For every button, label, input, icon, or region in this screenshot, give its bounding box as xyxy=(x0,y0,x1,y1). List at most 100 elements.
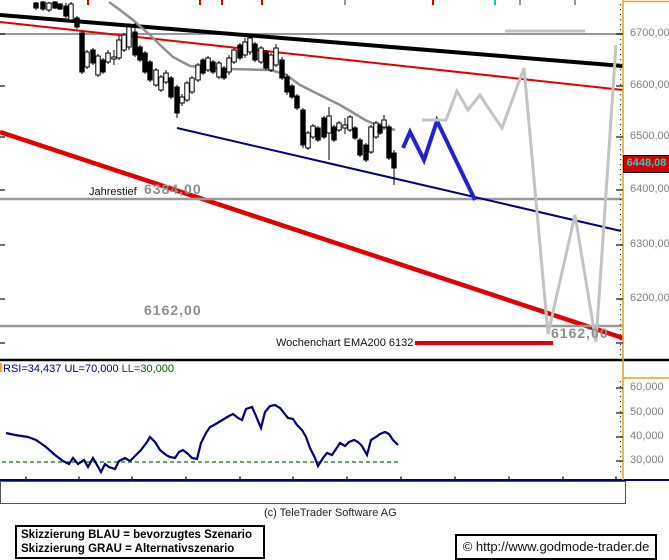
candle-body xyxy=(231,49,237,63)
candle-body xyxy=(100,59,106,73)
candle-body xyxy=(46,2,52,11)
candle-body xyxy=(79,32,85,73)
candle-body xyxy=(342,124,348,129)
candle-body xyxy=(247,37,253,53)
price-axis-label: 6500,00 xyxy=(630,130,669,142)
candle-body xyxy=(142,52,148,73)
level-6162-label: 6162,00 xyxy=(144,302,202,318)
candle-body xyxy=(40,1,46,10)
candle-body xyxy=(74,17,80,28)
candle-body xyxy=(33,2,39,9)
candle-body xyxy=(184,82,190,101)
candle-body xyxy=(111,56,117,60)
candle-body xyxy=(284,76,290,93)
candle-body xyxy=(158,76,164,91)
rsi-axis-label: 60,000 xyxy=(630,381,664,393)
gray-moving-average xyxy=(108,0,396,132)
gray-alternative-scenario xyxy=(422,44,618,343)
candle-body xyxy=(321,117,327,138)
level-6162-right-label: 6162,00 xyxy=(551,325,609,341)
ema200-label: Wochenchart EMA200 6132 xyxy=(276,337,414,349)
candle-body xyxy=(331,126,337,141)
candle-body xyxy=(386,126,392,159)
candle-body xyxy=(237,44,243,59)
level-6384-label: 6384,00 xyxy=(144,181,202,197)
candle-body xyxy=(195,64,201,81)
godmode-trader-url: © http://www.godmode-trader.de xyxy=(455,534,657,560)
candle-body xyxy=(126,26,132,48)
candle-body xyxy=(174,86,180,114)
candle-body xyxy=(105,52,111,63)
candle-body xyxy=(310,125,316,138)
blue-preferred-scenario xyxy=(401,115,477,201)
candle-body xyxy=(200,59,206,74)
navy-channel-line xyxy=(176,127,622,232)
candle-body xyxy=(63,5,69,17)
candle-body xyxy=(242,41,248,56)
candle-body xyxy=(179,96,185,104)
candle-body xyxy=(68,3,74,21)
candle-body xyxy=(116,39,122,59)
candle-body xyxy=(368,126,374,153)
scenario-legend-box: Skizzierung BLAU = bevorzugtes Szenario … xyxy=(15,525,265,559)
price-axis-label: 6700,00 xyxy=(630,27,669,39)
candle-body xyxy=(363,144,369,161)
candle-body xyxy=(52,1,58,9)
price-axis-label: 6600,00 xyxy=(630,79,669,91)
candle-body xyxy=(336,122,342,131)
candle-body xyxy=(294,95,300,109)
candle-body xyxy=(84,51,90,68)
price-axis-label: 6400,00 xyxy=(630,183,669,195)
candle-body xyxy=(121,34,127,51)
rsi-line xyxy=(5,403,399,475)
price-axis-label: 6200,00 xyxy=(630,292,669,304)
candle-body xyxy=(163,72,169,83)
rsi-indicator-header: RSI=34,437 UL=70,000 LL=30,000 xyxy=(3,363,174,375)
candle-body xyxy=(153,69,159,86)
black-downtrend-line xyxy=(0,13,624,68)
candle-body xyxy=(357,139,363,156)
rsi-lower-level: LL=30,000 xyxy=(121,363,174,375)
candle-body xyxy=(221,67,227,79)
candle-body xyxy=(57,3,63,10)
candle-body xyxy=(263,51,269,69)
copyright-text: (c) TeleTrader Software AG xyxy=(264,507,397,519)
current-price-badge: 6448,08 xyxy=(623,155,669,173)
candle-body xyxy=(137,46,143,61)
candle-body xyxy=(210,61,216,73)
candle-body xyxy=(268,54,274,71)
jahrestief-label: Jahrestief xyxy=(89,186,137,198)
candle-body xyxy=(216,62,222,78)
rsi-axis-label: 40,000 xyxy=(630,430,664,442)
candle-body xyxy=(168,77,174,98)
rsi-axis-label: 30,000 xyxy=(630,454,664,466)
candle-body xyxy=(326,115,332,134)
candle-body xyxy=(95,55,101,76)
candle-body xyxy=(90,49,96,64)
thick-red-downtrend xyxy=(0,129,624,341)
rsi-upper-level: UL=70,000 xyxy=(64,363,119,375)
legend-blue-scenario: Skizzierung BLAU = bevorzugtes Szenario xyxy=(21,529,253,541)
x-axis-band: FebMrz040506071011121314 xyxy=(0,481,626,504)
candle-body xyxy=(305,132,311,149)
legend-gray-scenario: Skizzierung GRAU = Alternativszenario xyxy=(21,543,235,555)
candle-body xyxy=(300,109,306,146)
candle-body xyxy=(289,85,295,98)
candle-body xyxy=(273,47,279,66)
candle-body xyxy=(315,127,321,141)
candle-body xyxy=(279,59,285,79)
candle-body xyxy=(352,127,358,139)
candle-body xyxy=(147,61,153,81)
candle-body xyxy=(377,124,383,134)
candle-body xyxy=(132,31,138,56)
rsi-value: RSI=34,437 xyxy=(3,363,62,375)
candle-body xyxy=(189,77,195,93)
candle-body xyxy=(252,43,258,61)
candle-body xyxy=(381,119,387,128)
candle-body xyxy=(205,57,211,71)
price-axis-label: 6300,00 xyxy=(630,238,669,250)
candle-body xyxy=(258,47,264,63)
candle-body xyxy=(347,116,353,131)
